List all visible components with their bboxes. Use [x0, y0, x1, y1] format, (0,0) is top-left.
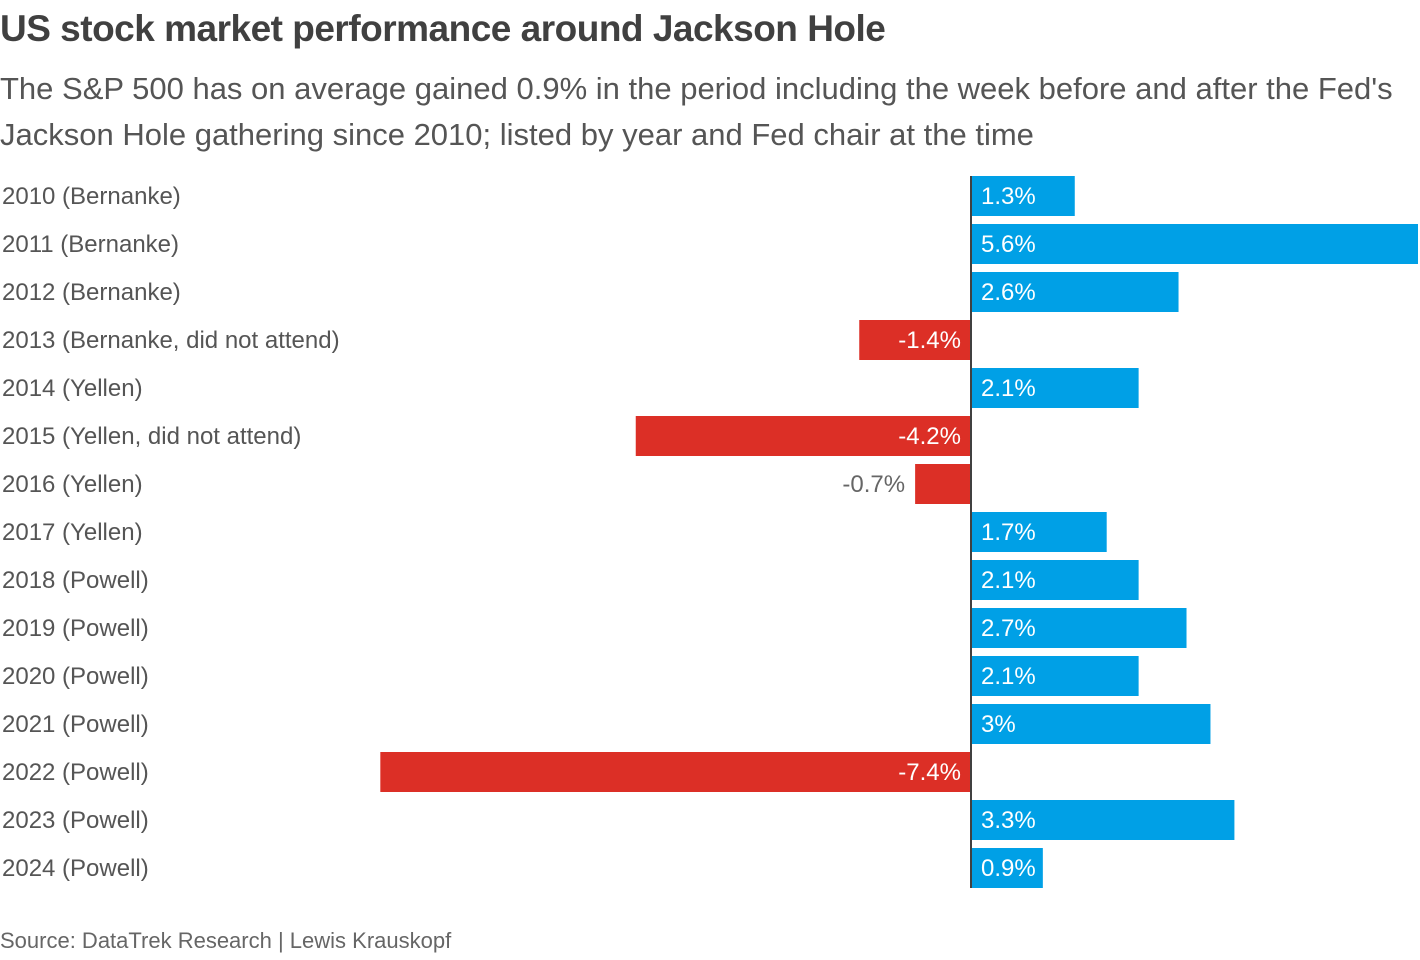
category-label: 2023 (Powell) [2, 807, 149, 834]
bar-positive [971, 272, 1179, 312]
value-label: 2.6% [981, 279, 1036, 306]
value-label: 3% [981, 711, 1016, 738]
category-label: 2016 (Yellen) [2, 471, 143, 498]
bar-positive [971, 560, 1139, 600]
bar-positive [971, 848, 1043, 888]
value-labels: 1.3% 5.6% 2.6% -1.4% 2.1% -4.2% -0.7% 1.7% 2.1% 2… [842, 183, 1035, 882]
value-label: 3.3% [981, 807, 1036, 834]
category-label: 2021 (Powell) [2, 711, 149, 738]
bars [380, 176, 1418, 888]
bar-positive [971, 224, 1418, 264]
bar-positive [971, 800, 1235, 840]
bar-positive [971, 368, 1139, 408]
category-label: 2022 (Powell) [2, 759, 149, 786]
value-label: -1.4% [898, 327, 961, 354]
source-note: Source: DataTrek Research | Lewis Krausk… [0, 928, 452, 953]
value-label: 0.9% [981, 855, 1036, 882]
bar-positive [971, 608, 1187, 648]
category-label: 2010 (Bernanke) [2, 183, 181, 210]
category-label: 2017 (Yellen) [2, 519, 143, 546]
bar-negative [635, 416, 971, 456]
value-label: 2.1% [981, 663, 1036, 690]
category-label: 2015 (Yellen, did not attend) [2, 423, 301, 450]
bar-positive [971, 704, 1211, 744]
bar-positive [971, 176, 1075, 216]
value-label: -7.4% [898, 759, 961, 786]
chart-title: US stock market performance around Jacks… [0, 8, 886, 49]
category-label: 2020 (Powell) [2, 663, 149, 690]
bar-negative [859, 320, 971, 360]
value-label: 1.7% [981, 519, 1036, 546]
bar-positive [971, 656, 1139, 696]
value-label: 2.1% [981, 375, 1036, 402]
value-label: 5.6% [981, 231, 1036, 258]
category-label: 2014 (Yellen) [2, 375, 143, 402]
value-label: 2.1% [981, 567, 1036, 594]
category-label: 2011 (Bernanke) [2, 231, 179, 258]
bar-negative [915, 464, 971, 504]
value-label: 2.7% [981, 615, 1036, 642]
category-label: 2024 (Powell) [2, 855, 149, 882]
value-label: 1.3% [981, 183, 1036, 210]
value-label: -4.2% [898, 423, 961, 450]
category-label: 2018 (Powell) [2, 567, 149, 594]
bar-negative [380, 752, 972, 792]
category-label: 2019 (Powell) [2, 615, 149, 642]
value-label: -0.7% [842, 471, 905, 498]
category-label: 2013 (Bernanke, did not attend) [2, 327, 340, 354]
category-labels: 2010 (Bernanke) 2011 (Bernanke) 2012 (Bern… [2, 183, 340, 882]
category-label: 2012 (Bernanke) [2, 279, 181, 306]
chart-subtitle: The S&P 500 has on average gained 0.9% i… [0, 71, 1393, 152]
bar-positive [971, 512, 1107, 552]
